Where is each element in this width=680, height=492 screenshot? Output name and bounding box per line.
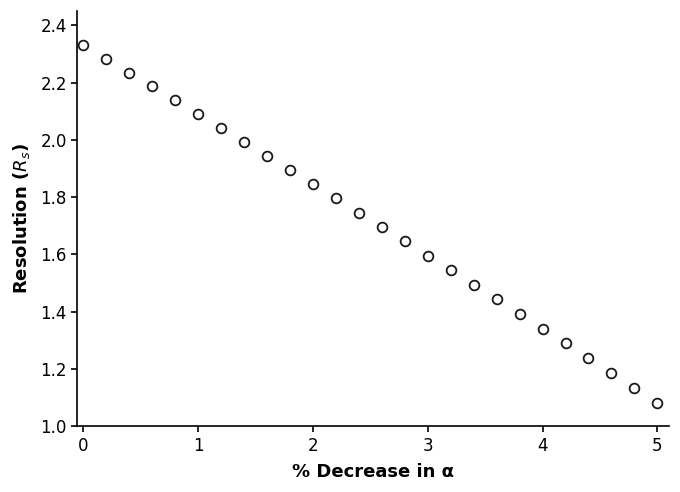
- X-axis label: % Decrease in α: % Decrease in α: [292, 463, 454, 481]
- Y-axis label: Resolution ($R_s$): Resolution ($R_s$): [11, 143, 32, 294]
